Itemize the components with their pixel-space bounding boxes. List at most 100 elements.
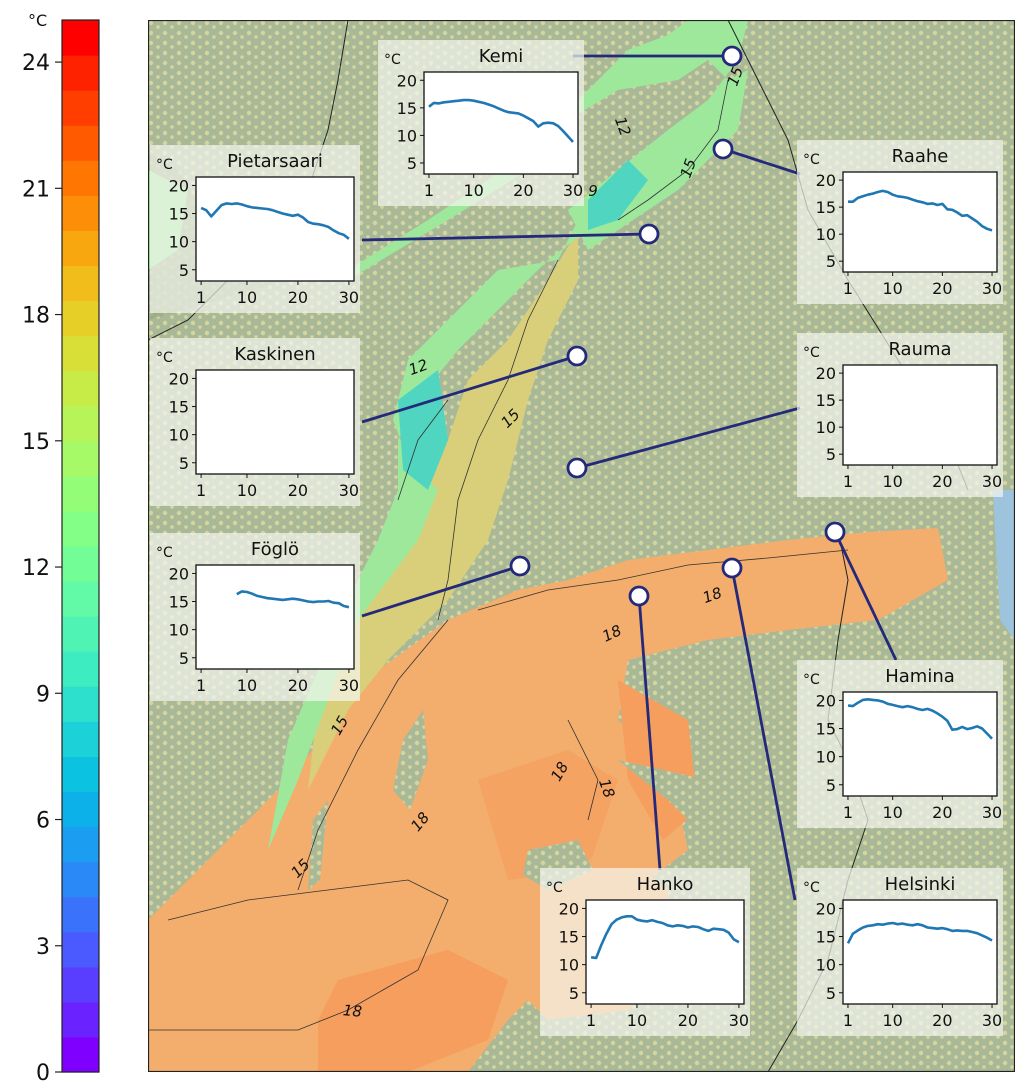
contour-lines	[148, 79, 849, 1031]
inset-unit: °C	[384, 52, 401, 68]
inset-helsinki: Helsinki °C 5 10 15 20 1 10 20 30	[797, 868, 1003, 1036]
connector-hamina	[833, 531, 898, 661]
inset-xtick-label: 1	[196, 676, 206, 695]
inset-ytick-label: 20	[816, 691, 836, 710]
connector-pietarsaari	[361, 232, 650, 242]
inset-title: Hamina	[885, 666, 955, 687]
inset-xtick-label: 30	[729, 1011, 749, 1030]
inset-ytick-label: 15	[816, 928, 836, 947]
inset-unit: °C	[803, 152, 820, 168]
colorbar-frame	[61, 19, 100, 1073]
inset-title: Hanko	[637, 874, 694, 895]
station-marker-kaskinen[interactable]	[566, 345, 588, 367]
inset-xtick-label: 30	[563, 181, 583, 200]
colorbar-tick-label: 12	[22, 556, 50, 581]
inset-ytick-label: 5	[826, 984, 836, 1003]
colorbar-band	[62, 791, 99, 828]
colorbar-band	[62, 195, 99, 231]
inset-ytick-label: 10	[397, 126, 417, 145]
inset-xtick-label: 30	[339, 288, 359, 307]
inset-xtick-label: 20	[932, 803, 952, 822]
inset-xtick-label: 30	[982, 1011, 1002, 1030]
connectors	[361, 54, 898, 901]
contour-label: 12	[406, 356, 430, 379]
inset-xtick-label: 1	[196, 481, 206, 500]
colorbar-band	[62, 265, 99, 302]
inset-xtick-label: 1	[843, 803, 853, 822]
connector-kaskinen	[361, 354, 578, 424]
sea-mid	[308, 230, 578, 790]
inset-series-line	[200, 202, 350, 240]
colorbar-tick-label: 3	[36, 935, 50, 960]
inset-series-line	[236, 590, 350, 609]
inset-ytick-label: 20	[169, 176, 189, 195]
inset-ytick-label: 20	[816, 899, 836, 918]
inset-xtick-label: 20	[932, 279, 952, 298]
connector-raahe	[722, 147, 801, 176]
inset-ytick-label: 15	[816, 198, 836, 217]
inset-unit: °C	[803, 672, 820, 688]
inset-xtick-label: 20	[288, 676, 308, 695]
sea-warmer-patch-1	[318, 950, 508, 1072]
colorbar-band	[62, 896, 99, 933]
colorbar-unit: °C	[28, 11, 47, 30]
station-marker-raahe[interactable]	[712, 138, 734, 160]
colorbar-band	[62, 581, 99, 617]
colorbar-band	[62, 721, 99, 757]
inset-title: Kaskinen	[234, 344, 315, 365]
inset-ytick-label: 5	[826, 776, 836, 795]
station-marker-pietarsaari[interactable]	[638, 223, 660, 245]
inset-xtick-label: 30	[339, 481, 359, 500]
colorbar-tick-label: 18	[22, 304, 50, 329]
inset-chart: Hamina °C 5 10 15 20 1 10 20 30	[803, 666, 1002, 822]
colorbar-band	[62, 861, 99, 898]
inset-ytick-label: 10	[169, 621, 189, 640]
inset-föglö: Föglö °C 5 10 15 20 1 10 20 30	[150, 533, 360, 701]
inset-xtick-label: 1	[843, 472, 853, 491]
inset-axes	[585, 899, 745, 1005]
contour-label: 12	[611, 114, 634, 138]
contour-label: 15	[724, 64, 747, 88]
inset-chart: Helsinki °C 5 10 15 20 1 10 20 30	[803, 874, 1002, 1030]
colorbar-band	[62, 55, 99, 91]
contour-label: 18	[595, 776, 618, 800]
lake-ladoga-area	[993, 490, 1015, 640]
inset-ytick-label: 15	[169, 205, 189, 224]
inset-chart: Hanko °C 5 10 15 20 1 10 20 30	[546, 874, 749, 1030]
colorbar-band	[62, 826, 99, 863]
inset-ytick-label: 10	[559, 956, 579, 975]
map-frame	[148, 20, 1015, 1072]
contour-label: 15	[677, 156, 700, 180]
inset-xtick-label: 10	[237, 676, 257, 695]
inset-kemi: Kemi °C 5 10 15 20 1 10 20 30	[378, 40, 584, 206]
colorbar-band	[62, 651, 99, 687]
colorbar-band	[62, 616, 99, 652]
station-marker-kemi[interactable]	[721, 45, 743, 67]
inset-xtick-label: 1	[843, 1011, 853, 1030]
inset-xtick-label: 10	[627, 1011, 647, 1030]
inset-xtick-label: 30	[339, 676, 359, 695]
inset-chart: Kaskinen °C 5 10 15 20 1 10 20 30	[156, 344, 359, 500]
inset-ytick-label: 15	[816, 720, 836, 739]
colorbar-band	[62, 160, 99, 196]
colorbar-tick-label: 6	[36, 809, 50, 834]
inset-ytick-label: 20	[559, 899, 579, 918]
colorbar-ticks: 0 3 6 9 12 15 18 21 24	[22, 51, 62, 1086]
colorbar-bands	[62, 20, 99, 1073]
inset-series-line	[846, 921, 993, 944]
colorbar-band	[62, 90, 99, 126]
station-marker-hanko[interactable]	[628, 585, 650, 607]
station-marker-foglo[interactable]	[509, 555, 531, 577]
inset-series-line	[847, 697, 993, 740]
station-marker-rauma[interactable]	[566, 457, 588, 479]
inset-ytick-label: 10	[169, 426, 189, 445]
inset-ytick-label: 5	[569, 984, 579, 1003]
station-marker-helsinki[interactable]	[721, 557, 743, 579]
contour-label: 9	[588, 182, 598, 200]
colorbar-band	[62, 931, 99, 968]
inset-title: Föglö	[251, 539, 299, 560]
station-marker-hamina[interactable]	[824, 521, 846, 543]
connector-foglo	[361, 564, 521, 618]
inset-axes	[842, 691, 998, 797]
colorbar-tick-label: 24	[22, 51, 50, 76]
